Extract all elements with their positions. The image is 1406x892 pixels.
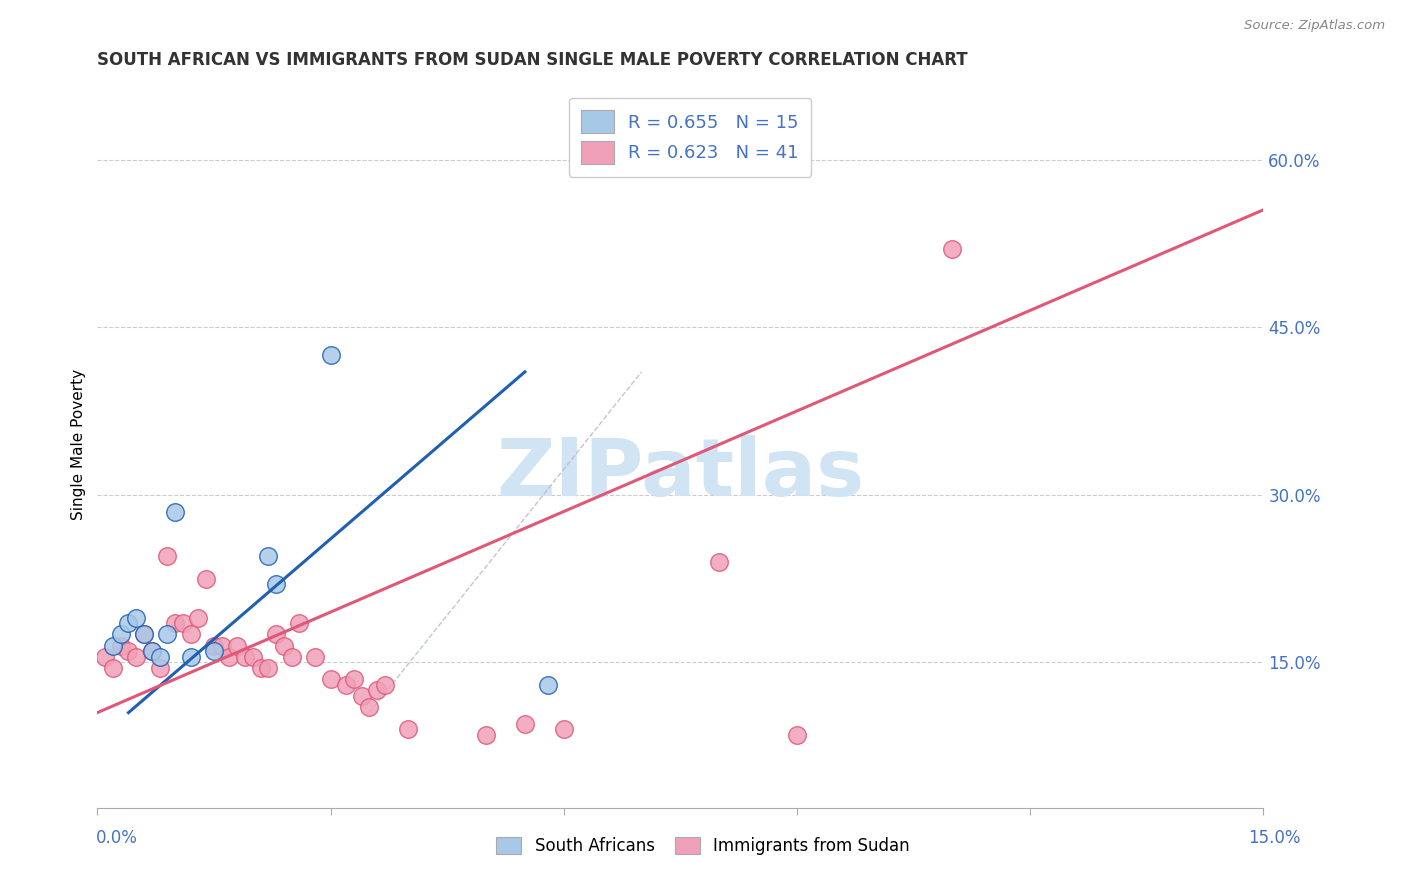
- Point: [148, 649, 170, 664]
- Point: [304, 649, 326, 664]
- Point: [366, 683, 388, 698]
- Point: [319, 348, 342, 362]
- Point: [475, 728, 498, 742]
- Point: [709, 555, 731, 569]
- Point: [132, 627, 155, 641]
- Point: [110, 639, 132, 653]
- Point: [218, 649, 240, 664]
- Point: [110, 627, 132, 641]
- Point: [257, 661, 280, 675]
- Point: [513, 716, 536, 731]
- Point: [264, 627, 287, 641]
- Point: [195, 572, 218, 586]
- Point: [242, 649, 264, 664]
- Point: [141, 644, 163, 658]
- Y-axis label: Single Male Poverty: Single Male Poverty: [72, 369, 86, 520]
- Point: [319, 672, 342, 686]
- Point: [148, 661, 170, 675]
- Point: [141, 644, 163, 658]
- Point: [359, 700, 381, 714]
- Point: [374, 678, 396, 692]
- Point: [125, 610, 148, 624]
- Point: [101, 661, 124, 675]
- Point: [211, 639, 233, 653]
- Point: [288, 616, 311, 631]
- Point: [187, 610, 209, 624]
- Point: [125, 649, 148, 664]
- Point: [786, 728, 808, 742]
- Point: [156, 627, 179, 641]
- Point: [335, 678, 357, 692]
- Point: [172, 616, 194, 631]
- Point: [343, 672, 366, 686]
- Legend: South Africans, Immigrants from Sudan: South Africans, Immigrants from Sudan: [489, 830, 917, 862]
- Point: [280, 649, 302, 664]
- Point: [101, 639, 124, 653]
- Point: [257, 549, 280, 564]
- Point: [941, 242, 963, 256]
- Point: [94, 649, 117, 664]
- Point: [233, 649, 256, 664]
- Point: [202, 644, 225, 658]
- Point: [226, 639, 249, 653]
- Point: [165, 504, 187, 518]
- Point: [202, 639, 225, 653]
- Point: [249, 661, 271, 675]
- Point: [553, 723, 575, 737]
- Point: [132, 627, 155, 641]
- Point: [117, 644, 139, 658]
- Point: [273, 639, 295, 653]
- Legend: R = 0.655   N = 15, R = 0.623   N = 41: R = 0.655 N = 15, R = 0.623 N = 41: [568, 97, 811, 177]
- Point: [180, 627, 202, 641]
- Point: [264, 577, 287, 591]
- Text: Source: ZipAtlas.com: Source: ZipAtlas.com: [1244, 19, 1385, 31]
- Point: [156, 549, 179, 564]
- Point: [537, 678, 560, 692]
- Text: 0.0%: 0.0%: [96, 829, 138, 847]
- Point: [396, 723, 419, 737]
- Point: [117, 616, 139, 631]
- Point: [165, 616, 187, 631]
- Text: SOUTH AFRICAN VS IMMIGRANTS FROM SUDAN SINGLE MALE POVERTY CORRELATION CHART: SOUTH AFRICAN VS IMMIGRANTS FROM SUDAN S…: [97, 51, 967, 69]
- Point: [350, 689, 373, 703]
- Text: ZIPatlas: ZIPatlas: [496, 434, 865, 513]
- Point: [180, 649, 202, 664]
- Text: 15.0%: 15.0%: [1249, 829, 1301, 847]
